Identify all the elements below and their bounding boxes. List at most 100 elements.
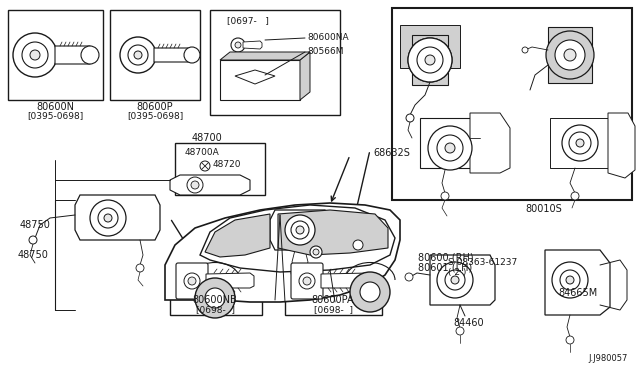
Text: S 08363-61237: S 08363-61237 xyxy=(448,258,517,267)
Circle shape xyxy=(353,240,363,250)
Text: 48750: 48750 xyxy=(20,220,51,230)
Circle shape xyxy=(13,33,57,77)
Circle shape xyxy=(408,38,452,82)
Circle shape xyxy=(522,47,528,53)
Circle shape xyxy=(313,249,319,255)
Circle shape xyxy=(104,214,112,222)
Circle shape xyxy=(552,262,588,298)
Circle shape xyxy=(546,31,594,79)
Text: 80600N: 80600N xyxy=(36,102,74,112)
Circle shape xyxy=(195,278,235,318)
Circle shape xyxy=(29,236,37,244)
Circle shape xyxy=(441,192,449,200)
Circle shape xyxy=(555,40,585,70)
Text: J.J980057: J.J980057 xyxy=(589,354,628,363)
Circle shape xyxy=(81,46,99,64)
Text: 48700: 48700 xyxy=(192,133,223,143)
Bar xyxy=(210,10,340,115)
FancyBboxPatch shape xyxy=(176,263,208,299)
Circle shape xyxy=(301,269,309,277)
Circle shape xyxy=(291,221,309,239)
Text: 80010S: 80010S xyxy=(525,204,562,214)
Text: ( 2 ): ( 2 ) xyxy=(448,268,467,277)
Polygon shape xyxy=(200,205,395,272)
Polygon shape xyxy=(75,195,160,240)
Circle shape xyxy=(569,132,591,154)
Text: 80600P: 80600P xyxy=(137,102,173,112)
Text: 80601 (LH): 80601 (LH) xyxy=(418,263,472,273)
Circle shape xyxy=(22,42,48,68)
Polygon shape xyxy=(430,255,495,305)
Polygon shape xyxy=(206,273,254,288)
Circle shape xyxy=(200,161,210,171)
Circle shape xyxy=(90,200,126,236)
FancyBboxPatch shape xyxy=(291,263,323,299)
Text: 48750: 48750 xyxy=(17,250,48,260)
Circle shape xyxy=(456,327,464,335)
Text: 80600NB: 80600NB xyxy=(193,295,237,305)
Circle shape xyxy=(424,54,436,66)
Bar xyxy=(170,258,262,315)
Circle shape xyxy=(445,143,455,153)
Polygon shape xyxy=(545,250,610,315)
Polygon shape xyxy=(278,210,388,255)
Text: [0395-0698]: [0395-0698] xyxy=(27,111,83,120)
Polygon shape xyxy=(550,118,610,168)
Polygon shape xyxy=(470,113,510,173)
Circle shape xyxy=(120,37,156,73)
Polygon shape xyxy=(420,118,480,168)
Circle shape xyxy=(136,264,144,272)
Circle shape xyxy=(134,51,142,59)
Circle shape xyxy=(428,126,472,170)
Text: [0698-  ]: [0698- ] xyxy=(314,305,353,314)
Circle shape xyxy=(285,215,315,245)
Text: [0697-   ]: [0697- ] xyxy=(227,16,269,25)
Circle shape xyxy=(205,288,225,308)
Polygon shape xyxy=(220,52,310,60)
Circle shape xyxy=(566,336,574,344)
Polygon shape xyxy=(412,35,448,85)
Circle shape xyxy=(310,246,322,258)
Circle shape xyxy=(437,135,463,161)
Text: 80600 (RH): 80600 (RH) xyxy=(418,252,474,262)
Polygon shape xyxy=(165,203,400,302)
Circle shape xyxy=(303,277,311,285)
Circle shape xyxy=(291,269,299,277)
Text: [0395-0698]: [0395-0698] xyxy=(127,111,183,120)
Circle shape xyxy=(445,270,465,290)
Bar xyxy=(392,8,632,200)
Bar xyxy=(285,258,382,315)
Polygon shape xyxy=(235,70,275,84)
Polygon shape xyxy=(400,25,460,68)
Circle shape xyxy=(296,226,304,234)
Circle shape xyxy=(235,42,241,48)
Circle shape xyxy=(98,208,118,228)
Polygon shape xyxy=(55,46,93,64)
Circle shape xyxy=(437,262,473,298)
Circle shape xyxy=(299,273,315,289)
Text: 68632S: 68632S xyxy=(373,148,410,158)
Circle shape xyxy=(184,273,200,289)
Circle shape xyxy=(406,114,414,122)
Circle shape xyxy=(416,46,444,74)
Circle shape xyxy=(184,47,200,63)
Circle shape xyxy=(30,50,40,60)
Polygon shape xyxy=(608,113,635,178)
Text: 84460: 84460 xyxy=(453,318,484,328)
Bar xyxy=(175,143,265,195)
Polygon shape xyxy=(243,41,262,49)
Circle shape xyxy=(191,181,199,189)
Circle shape xyxy=(576,139,584,147)
Circle shape xyxy=(188,277,196,285)
Circle shape xyxy=(564,49,576,61)
Polygon shape xyxy=(321,273,374,288)
Polygon shape xyxy=(548,27,592,83)
Circle shape xyxy=(405,273,413,281)
Circle shape xyxy=(571,192,579,200)
Polygon shape xyxy=(154,48,195,62)
Polygon shape xyxy=(170,175,250,195)
Circle shape xyxy=(566,276,574,284)
Circle shape xyxy=(187,177,203,193)
Polygon shape xyxy=(270,210,330,250)
Bar xyxy=(110,10,200,100)
